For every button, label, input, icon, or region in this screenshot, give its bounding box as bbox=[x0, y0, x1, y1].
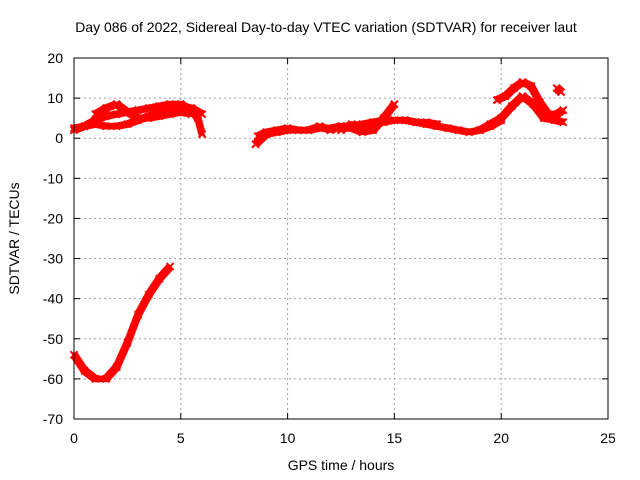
x-tick-label: 5 bbox=[177, 430, 185, 446]
data-point bbox=[558, 117, 568, 127]
data-point bbox=[133, 113, 143, 123]
data-point bbox=[253, 132, 262, 141]
x-tick-label: 10 bbox=[280, 430, 296, 446]
y-axis-title: SDTVAR / TECUs bbox=[6, 182, 22, 294]
data-point bbox=[144, 103, 153, 113]
data-point bbox=[80, 366, 89, 376]
y-tick-label: -40 bbox=[43, 291, 63, 307]
plot-frame bbox=[73, 57, 609, 420]
data-point bbox=[464, 127, 474, 137]
data-point bbox=[358, 121, 367, 131]
data-point bbox=[155, 274, 164, 283]
data-point bbox=[496, 113, 506, 123]
data-point bbox=[165, 109, 175, 119]
data-point bbox=[315, 121, 324, 131]
data-point bbox=[197, 109, 207, 119]
data-point bbox=[558, 105, 568, 115]
data-point bbox=[454, 125, 463, 135]
data-point bbox=[368, 119, 378, 129]
data-point bbox=[550, 115, 559, 125]
data-point bbox=[543, 109, 553, 119]
data-point bbox=[552, 109, 561, 119]
data-point bbox=[101, 374, 111, 384]
data-point bbox=[400, 115, 410, 125]
data-point bbox=[123, 107, 132, 117]
data-point bbox=[80, 121, 89, 131]
data-point bbox=[411, 117, 420, 127]
series-track-j bbox=[552, 83, 566, 97]
data-point bbox=[112, 362, 121, 372]
data-point bbox=[379, 117, 388, 127]
data-point bbox=[101, 103, 111, 113]
data-point bbox=[518, 77, 527, 87]
x-axis-title: GPS time / hours bbox=[288, 457, 395, 473]
data-point bbox=[501, 91, 510, 101]
data-point bbox=[197, 130, 207, 139]
axis-ticks: 0 5 10 15 20 25 -70 -60 -50 -40 -30 -20 -10 0 10 20 bbox=[43, 50, 616, 446]
y-tick-label: -30 bbox=[43, 251, 63, 267]
data-point bbox=[91, 119, 100, 129]
data-point bbox=[155, 111, 164, 121]
data-point bbox=[272, 125, 282, 135]
data-point bbox=[262, 127, 271, 137]
data-point bbox=[336, 125, 346, 135]
data-point bbox=[283, 123, 292, 133]
data-point bbox=[509, 83, 519, 93]
data-point bbox=[475, 125, 485, 135]
y-tick-label: 10 bbox=[47, 90, 63, 106]
data-point bbox=[518, 91, 527, 101]
data-point bbox=[390, 99, 399, 109]
data-point bbox=[112, 99, 121, 109]
series-track-c bbox=[91, 99, 196, 123]
data-point bbox=[294, 125, 303, 135]
data-point bbox=[176, 107, 186, 117]
series-track-d bbox=[69, 262, 175, 384]
data-point bbox=[443, 123, 453, 133]
data-point bbox=[526, 81, 536, 91]
data-point bbox=[492, 95, 502, 105]
data-point bbox=[326, 125, 335, 135]
y-tick-label: 20 bbox=[47, 50, 63, 66]
chart-title: Day 086 of 2022, Sidereal Day-to-day VTE… bbox=[75, 19, 577, 35]
x-tick-label: 25 bbox=[600, 430, 616, 446]
y-tick-label: -70 bbox=[43, 411, 63, 427]
x-tick-label: 0 bbox=[70, 430, 78, 446]
data-point bbox=[123, 119, 132, 129]
x-tick-label: 20 bbox=[493, 430, 509, 446]
data-point bbox=[101, 121, 111, 131]
data-point bbox=[304, 125, 314, 135]
data-point bbox=[133, 310, 143, 319]
data-point bbox=[432, 119, 442, 129]
series-track-g bbox=[336, 115, 442, 135]
data-point bbox=[123, 338, 132, 347]
data-point bbox=[144, 113, 153, 123]
data-point bbox=[486, 119, 495, 129]
data-point bbox=[112, 109, 121, 119]
data-point bbox=[556, 87, 566, 97]
data-point bbox=[165, 262, 175, 271]
series-track-i bbox=[492, 77, 568, 119]
data-point bbox=[144, 290, 153, 299]
y-tick-label: 0 bbox=[55, 130, 63, 146]
series-track-h bbox=[475, 91, 568, 135]
data-point bbox=[112, 121, 121, 131]
data-point bbox=[187, 109, 196, 119]
data-point bbox=[422, 117, 431, 127]
data-point bbox=[390, 115, 399, 125]
data-point bbox=[347, 119, 356, 129]
y-tick-label: -10 bbox=[43, 170, 63, 186]
data-point bbox=[91, 374, 100, 384]
y-tick-label: -50 bbox=[43, 331, 63, 347]
y-tick-label: -20 bbox=[43, 210, 63, 226]
data-point bbox=[507, 101, 517, 111]
data-point bbox=[535, 97, 544, 107]
y-tick-label: -60 bbox=[43, 371, 63, 387]
x-tick-label: 15 bbox=[387, 430, 403, 446]
data-point bbox=[91, 109, 100, 119]
data-point bbox=[251, 140, 260, 149]
data-series bbox=[69, 77, 568, 384]
